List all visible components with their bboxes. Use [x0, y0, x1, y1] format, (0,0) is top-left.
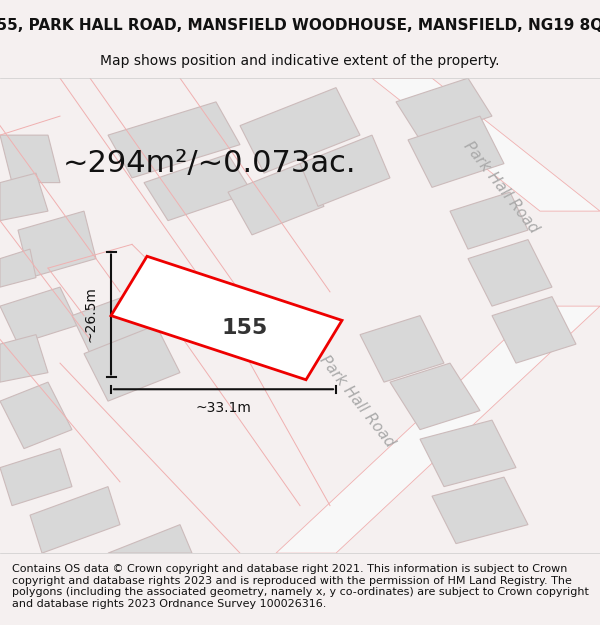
- Polygon shape: [0, 449, 72, 506]
- Polygon shape: [492, 297, 576, 363]
- Text: Park Hall Road: Park Hall Road: [317, 352, 397, 450]
- Text: 155, PARK HALL ROAD, MANSFIELD WOODHOUSE, MANSFIELD, NG19 8QS: 155, PARK HALL ROAD, MANSFIELD WOODHOUSE…: [0, 18, 600, 32]
- Polygon shape: [0, 287, 78, 344]
- Polygon shape: [108, 524, 192, 553]
- Polygon shape: [0, 382, 72, 449]
- Polygon shape: [84, 325, 180, 401]
- Polygon shape: [300, 135, 390, 206]
- Polygon shape: [108, 102, 240, 178]
- Text: ~294m²/~0.073ac.: ~294m²/~0.073ac.: [63, 149, 357, 178]
- Polygon shape: [0, 334, 48, 382]
- Text: ~33.1m: ~33.1m: [196, 401, 251, 415]
- Text: 155: 155: [221, 318, 268, 338]
- Polygon shape: [408, 116, 504, 188]
- Polygon shape: [432, 477, 528, 544]
- Polygon shape: [111, 256, 342, 380]
- Text: Map shows position and indicative extent of the property.: Map shows position and indicative extent…: [100, 54, 500, 68]
- Polygon shape: [240, 88, 360, 173]
- Polygon shape: [276, 306, 600, 553]
- Polygon shape: [390, 363, 480, 429]
- Polygon shape: [72, 287, 168, 354]
- Polygon shape: [396, 78, 492, 140]
- Polygon shape: [228, 164, 324, 235]
- Text: Contains OS data © Crown copyright and database right 2021. This information is : Contains OS data © Crown copyright and d…: [12, 564, 589, 609]
- Polygon shape: [18, 211, 96, 278]
- Text: ~26.5m: ~26.5m: [83, 286, 97, 342]
- Text: Park Hall Road: Park Hall Road: [461, 139, 541, 236]
- Polygon shape: [144, 154, 252, 221]
- Polygon shape: [468, 239, 552, 306]
- Polygon shape: [360, 316, 444, 382]
- Polygon shape: [450, 192, 528, 249]
- Polygon shape: [0, 173, 48, 221]
- Polygon shape: [0, 135, 60, 182]
- Polygon shape: [420, 420, 516, 487]
- Polygon shape: [372, 78, 600, 211]
- Polygon shape: [0, 249, 36, 287]
- Polygon shape: [30, 487, 120, 553]
